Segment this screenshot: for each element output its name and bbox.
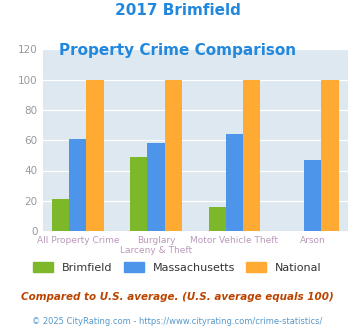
Bar [304, 160, 321, 231]
Text: © 2025 CityRating.com - https://www.cityrating.com/crime-statistics/: © 2025 CityRating.com - https://www.city… [32, 317, 323, 326]
Bar [69, 139, 86, 231]
Bar [130, 157, 147, 231]
Bar [52, 199, 69, 231]
Text: Property Crime Comparison: Property Crime Comparison [59, 43, 296, 58]
Bar [147, 143, 165, 231]
Text: Motor Vehicle Theft: Motor Vehicle Theft [190, 236, 278, 245]
Bar [86, 80, 104, 231]
Text: Arson: Arson [300, 236, 326, 245]
Bar [321, 80, 339, 231]
Text: All Property Crime: All Property Crime [37, 236, 119, 245]
Bar [165, 80, 182, 231]
Text: Larceny & Theft: Larceny & Theft [120, 246, 192, 255]
Bar [208, 207, 226, 231]
Legend: Brimfield, Massachusetts, National: Brimfield, Massachusetts, National [29, 258, 326, 278]
Text: Compared to U.S. average. (U.S. average equals 100): Compared to U.S. average. (U.S. average … [21, 292, 334, 302]
Bar [226, 134, 243, 231]
Text: Burglary: Burglary [137, 236, 175, 245]
Text: 2017 Brimfield: 2017 Brimfield [115, 3, 240, 18]
Bar [243, 80, 260, 231]
